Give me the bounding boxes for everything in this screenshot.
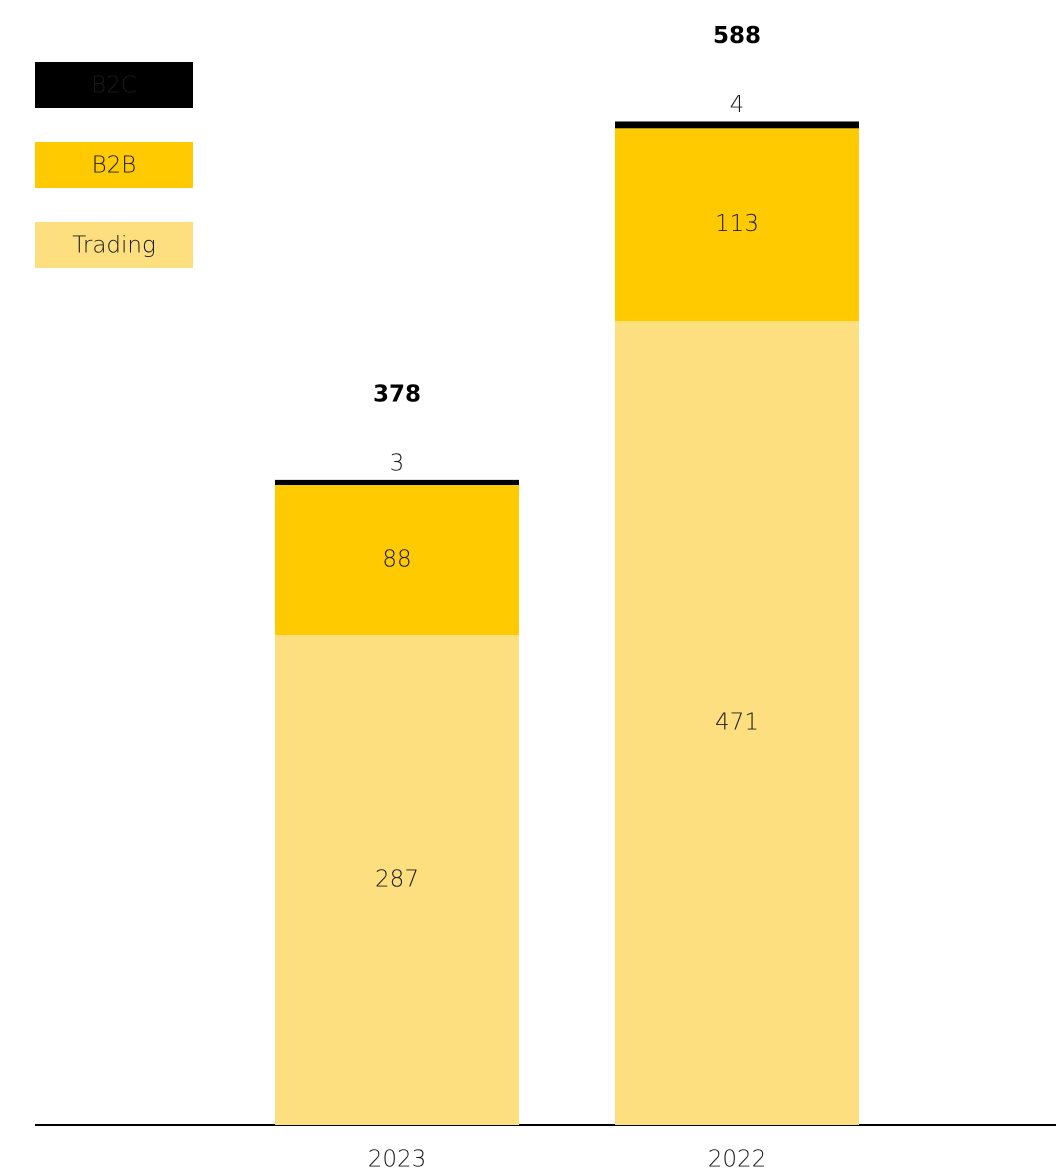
value-label: 113 <box>715 211 759 237</box>
legend-label: B2B <box>92 153 137 179</box>
legend-label: Trading <box>72 233 156 259</box>
bar-segment <box>615 321 859 1125</box>
value-label: 287 <box>375 867 419 893</box>
legend-swatch <box>35 142 193 188</box>
value-label: 4 <box>730 92 745 118</box>
total-label: 588 <box>713 23 761 49</box>
value-label: 471 <box>715 710 759 736</box>
bar-segment <box>615 121 859 129</box>
legend-swatch <box>35 62 193 108</box>
legend-label: B2C <box>91 73 137 99</box>
bar-segment <box>275 635 519 1125</box>
bar-segment <box>615 128 859 322</box>
x-tick-label: 2023 <box>368 1147 427 1173</box>
x-tick-label: 2022 <box>708 1147 767 1173</box>
bar-segment <box>275 479 519 485</box>
value-label: 3 <box>390 450 405 476</box>
bar-segment <box>275 485 519 636</box>
total-label: 378 <box>373 381 421 407</box>
value-label: 88 <box>382 547 411 573</box>
legend-swatch <box>35 222 193 268</box>
